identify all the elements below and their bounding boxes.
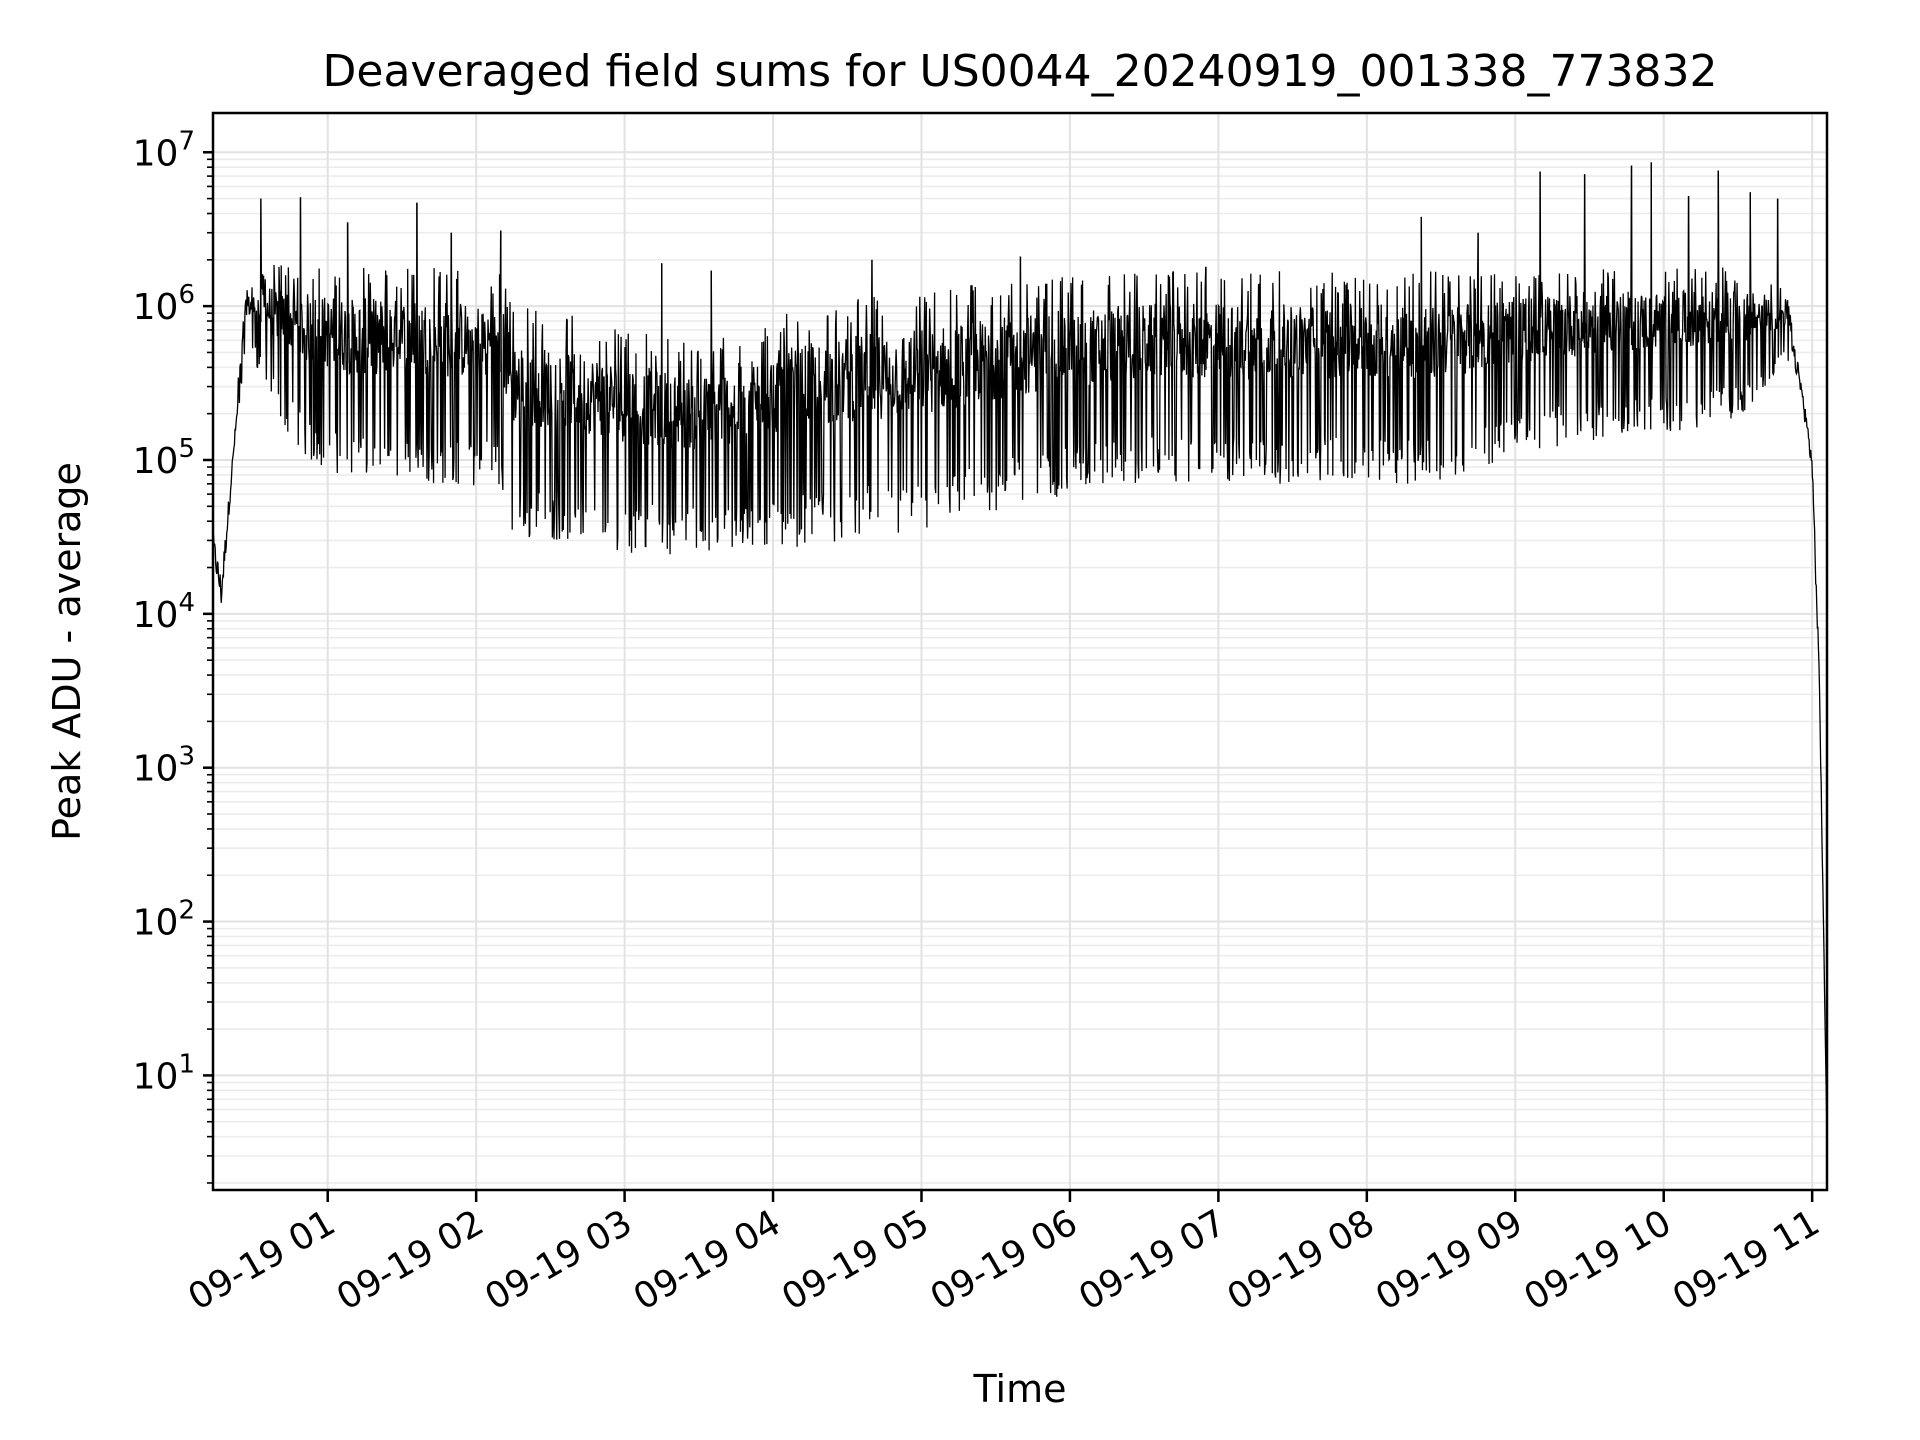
y-axis-label: Peak ADU - average [45, 462, 89, 841]
plot-area [212, 162, 1828, 1121]
y-tick-label: 102 [133, 896, 195, 944]
y-tick-label-exponent: 4 [178, 588, 195, 618]
y-tick-label-base: 10 [133, 133, 179, 174]
y-tick-label-base: 10 [133, 287, 179, 328]
y-tick-label-base: 10 [133, 749, 179, 790]
y-tick-label: 106 [133, 280, 195, 328]
y-tick-label-exponent: 6 [178, 280, 195, 310]
axes-frame [211, 111, 1829, 1192]
y-tick-label: 107 [133, 126, 195, 174]
chart-title: Deaveraged field sums for US0044_2024091… [323, 46, 1718, 97]
y-tick-label-exponent: 2 [178, 896, 195, 926]
y-tick-label-exponent: 3 [178, 742, 195, 772]
grid [213, 113, 1827, 1190]
y-tick-label: 105 [133, 434, 195, 482]
y-tick-label-base: 10 [133, 595, 179, 636]
y-tick-label: 104 [133, 588, 195, 636]
y-tick-label-exponent: 5 [178, 434, 195, 464]
y-tick-label-base: 10 [133, 903, 179, 944]
y-tick-label: 101 [133, 1049, 195, 1097]
x-axis-label: Time [973, 1367, 1067, 1411]
series-line [212, 162, 1828, 1121]
y-tick-label-base: 10 [133, 441, 179, 482]
y-tick-label: 103 [133, 742, 195, 790]
y-tick-label-base: 10 [133, 1056, 179, 1097]
y-tick-label-exponent: 1 [178, 1049, 195, 1079]
y-tick-label-exponent: 7 [178, 126, 195, 156]
axis-ticks [203, 151, 1814, 1202]
